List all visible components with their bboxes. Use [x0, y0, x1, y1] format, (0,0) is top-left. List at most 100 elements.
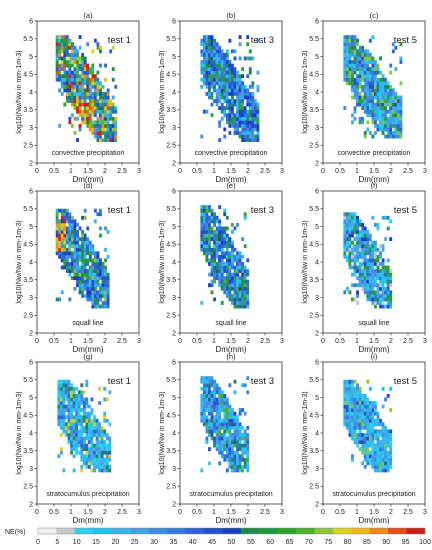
heatmap-cell — [225, 418, 229, 423]
heatmap-cell — [200, 60, 204, 64]
heatmap-cell — [343, 422, 347, 427]
heatmap-cell — [356, 49, 359, 54]
heatmap-cell — [228, 450, 232, 455]
heatmap-cell — [376, 454, 380, 459]
heatmap-cell — [225, 74, 229, 79]
heatmap-cell — [376, 297, 380, 302]
heatmap-cell — [386, 464, 390, 469]
heatmap-cell — [208, 425, 211, 430]
heatmap-cell — [96, 265, 100, 270]
heatmap-cell — [71, 88, 74, 93]
heatmap-cell — [220, 433, 224, 437]
heatmap-cell — [233, 293, 237, 298]
heatmap-cell — [81, 265, 85, 270]
heatmap-cell — [363, 63, 367, 68]
heatmap-cell — [88, 67, 92, 71]
heatmap-cell — [376, 127, 380, 132]
heatmap-cell — [72, 429, 76, 434]
heatmap-cell — [381, 88, 385, 93]
heatmap-cell — [80, 436, 84, 441]
heatmap-cell — [93, 276, 97, 281]
heatmap-cell — [220, 92, 224, 96]
heatmap-cell — [91, 99, 95, 103]
x-tick-label: 2 — [103, 338, 107, 345]
heatmap-cell — [91, 265, 95, 270]
heatmap-cell — [366, 429, 370, 434]
heatmap-cell — [368, 436, 372, 441]
heatmap-cell — [75, 443, 79, 448]
heatmap-cell — [76, 116, 79, 121]
heatmap-cell — [241, 454, 245, 459]
heatmap-cell — [363, 258, 367, 263]
heatmap-cell — [65, 429, 68, 434]
heatmap-cell — [72, 422, 76, 427]
heatmap-cell — [205, 63, 209, 68]
heatmap-cell — [351, 425, 354, 430]
heatmap-cell — [65, 408, 68, 412]
colorbar-swatch — [74, 528, 94, 534]
heatmap-cell — [381, 77, 385, 82]
heatmap-cell — [78, 56, 82, 61]
heatmap-cell — [208, 81, 211, 86]
heatmap-cell — [345, 254, 349, 259]
heatmap-cell — [114, 127, 118, 132]
heatmap-cell — [353, 92, 357, 96]
heatmap-cell — [76, 74, 79, 79]
heatmap-cell — [104, 279, 107, 284]
heatmap-cell — [241, 134, 245, 139]
heatmap-cell — [223, 106, 227, 111]
heatmap-cell — [58, 70, 62, 75]
heatmap-cell — [65, 262, 69, 266]
heatmap-cell — [356, 92, 359, 96]
heatmap-cell — [73, 222, 77, 227]
heatmap-cell — [218, 254, 222, 259]
heatmap-cell — [213, 408, 216, 412]
heatmap-cell — [343, 247, 347, 252]
heatmap-cell — [356, 283, 359, 288]
heatmap-cell — [68, 99, 72, 103]
heatmap-cell — [63, 35, 67, 40]
heatmap-cell — [371, 247, 375, 252]
heatmap-cell — [208, 92, 211, 96]
heatmap-cell — [220, 454, 224, 459]
heatmap-cell — [371, 461, 375, 466]
heatmap-cell — [386, 457, 390, 462]
heatmap-cell — [356, 240, 359, 245]
heatmap-cell — [65, 208, 69, 213]
heatmap-cell — [202, 212, 206, 217]
heatmap-cell — [231, 81, 234, 86]
heatmap-cell — [210, 77, 214, 82]
y-tick-label: 6 — [29, 188, 33, 195]
heatmap-cell — [91, 49, 95, 54]
heatmap-cell — [361, 422, 365, 427]
heatmap-cell — [93, 123, 97, 128]
x-tick-label: 1.5 — [369, 338, 379, 345]
heatmap-cell — [223, 276, 227, 281]
heatmap-cell — [60, 254, 64, 259]
panel-b: (b)0 0.5 1 1.5 2 2.5 322.533.544.555.56Dm(mm)l… — [159, 11, 284, 184]
heatmap-cell — [361, 283, 365, 288]
heatmap-cell — [99, 92, 102, 96]
heatmap-cell — [68, 254, 72, 259]
heatmap-cell — [233, 457, 237, 462]
heatmap-cell — [374, 92, 377, 96]
heatmap-cell — [218, 92, 222, 96]
heatmap-cell — [75, 429, 79, 434]
x-tick-label: 2.5 — [403, 168, 413, 175]
x-tick-label: 0.5 — [192, 338, 202, 345]
heatmap-cell — [83, 276, 87, 281]
heatmap-cell — [77, 433, 81, 437]
heatmap-cell — [72, 468, 76, 473]
heatmap-cell — [223, 397, 227, 402]
heatmap-cell — [62, 386, 66, 391]
heatmap-cell — [81, 290, 85, 295]
heatmap-cell — [361, 74, 365, 79]
heatmap-cell — [345, 49, 349, 54]
y-tick-label: 4.5 — [309, 72, 319, 79]
x-tick-label: 0 — [321, 338, 325, 345]
heatmap-cell — [238, 109, 242, 114]
heatmap-cell — [381, 258, 385, 263]
heatmap-cell — [202, 109, 206, 114]
heatmap-cell — [101, 102, 105, 107]
heatmap-cell — [376, 418, 380, 423]
